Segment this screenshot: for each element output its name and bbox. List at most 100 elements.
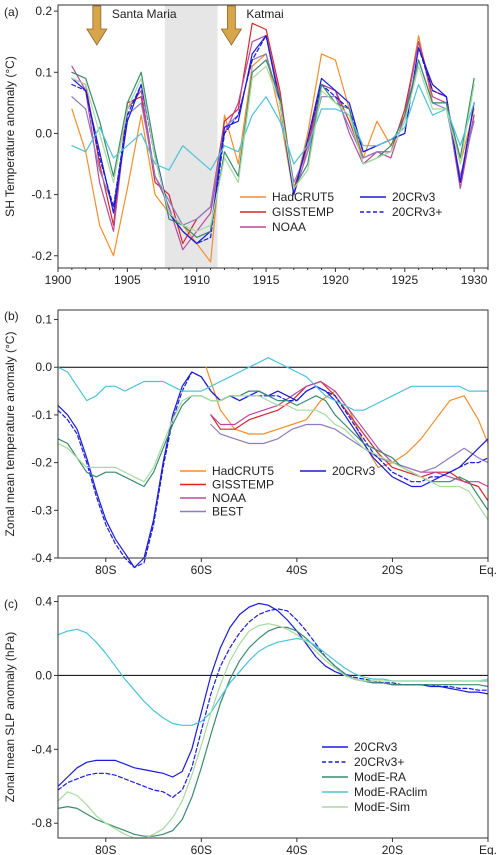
down-arrow-icon bbox=[86, 5, 108, 46]
series-20crv3- bbox=[57, 608, 489, 798]
legend-label: BEST bbox=[212, 505, 244, 519]
legend-item: NOAA bbox=[180, 491, 246, 505]
legend-item: 20CRv3+ bbox=[360, 205, 442, 219]
series-gisstemp bbox=[210, 380, 489, 502]
legend-item: 20CRv3 bbox=[360, 190, 436, 204]
y-tick-label: -0.2 bbox=[31, 456, 52, 470]
y-tick-label: -0.4 bbox=[31, 742, 52, 756]
down-arrow-icon bbox=[220, 5, 243, 46]
legend-label: 20CRv3 bbox=[354, 740, 398, 754]
legend-item: ModE-RA bbox=[322, 770, 406, 784]
legend-label: HadCRUT5 bbox=[272, 190, 334, 204]
x-tick-label: Eq. bbox=[479, 843, 497, 855]
legend-label: NOAA bbox=[212, 491, 246, 505]
series-mode-raclim bbox=[71, 83, 475, 171]
legend-item: ModE-Sim bbox=[322, 800, 410, 814]
eruption-marker: Santa Maria bbox=[86, 5, 177, 46]
plot-frame bbox=[57, 595, 489, 839]
series-mode-sim bbox=[57, 623, 489, 839]
legend-item: 20CRv3+ bbox=[322, 755, 404, 769]
series-20crv3- bbox=[57, 371, 489, 569]
legend-item: GISSTEMP bbox=[180, 478, 274, 492]
series-mode-raclim bbox=[57, 357, 489, 411]
panel-3: 80S 60S 40S 20S Eq. -0.8 -0.4 0.0 0.4 Zonal mean … bbox=[3, 595, 497, 855]
series-mode-raclim bbox=[57, 628, 489, 726]
eruption-marker: Katmai bbox=[220, 5, 284, 46]
legend-label: ModE-RAclim bbox=[354, 785, 427, 799]
x-tick-label: 1920 bbox=[322, 273, 349, 287]
series-mode-sim bbox=[57, 395, 489, 521]
legend-item: ModE-RAclim bbox=[322, 785, 427, 799]
x-tick-label: 1925 bbox=[391, 273, 418, 287]
legend-label: HadCRUT5 bbox=[212, 464, 274, 478]
y-tick-label: -0.1 bbox=[31, 408, 52, 422]
y-tick-label: -0.8 bbox=[31, 816, 52, 830]
y-axis-label: Zonal mean SLP anomaly (hPa) bbox=[3, 632, 17, 803]
shaded-period bbox=[164, 5, 218, 268]
panel-label: (a) bbox=[4, 5, 19, 19]
series-hadcrut5 bbox=[205, 366, 489, 468]
x-tick-label: 40S bbox=[286, 843, 307, 855]
y-tick-label: -0.3 bbox=[31, 503, 52, 517]
plot-frame bbox=[57, 309, 489, 559]
series-mode-sim bbox=[71, 65, 475, 232]
x-tick-label: 1905 bbox=[114, 273, 141, 287]
x-tick-label: 20S bbox=[382, 843, 403, 855]
x-tick-label: 80S bbox=[95, 563, 116, 577]
legend-label: ModE-Sim bbox=[354, 800, 410, 814]
y-tick-label: 0.1 bbox=[35, 65, 52, 79]
y-tick-label: -0.2 bbox=[31, 249, 52, 263]
legend-label: 20CRv3 bbox=[392, 190, 436, 204]
x-tick-label: 40S bbox=[286, 563, 307, 577]
plot-frame bbox=[57, 4, 489, 269]
series-mode-ra bbox=[57, 390, 489, 511]
series-noaa bbox=[210, 380, 489, 488]
series-20crv3 bbox=[57, 371, 489, 569]
series-mode-ra bbox=[57, 626, 489, 837]
legend-item: GISSTEMP bbox=[240, 205, 334, 219]
panel-2: 80S 60S 40S 20S Eq. -0.4 -0.3 -0.2 -0.1 0.0 0.1 Zon… bbox=[3, 309, 497, 577]
legend-item: 20CRv3 bbox=[300, 464, 376, 478]
panel-label: (c) bbox=[4, 597, 18, 611]
x-tick-label: 80S bbox=[95, 843, 116, 855]
x-tick-label: 1910 bbox=[183, 273, 210, 287]
x-tick-label: 1915 bbox=[253, 273, 280, 287]
eruption-label: Katmai bbox=[246, 7, 283, 21]
series-best bbox=[210, 423, 489, 473]
y-axis-label: SH Temperature anomaly (°C) bbox=[3, 56, 17, 217]
legend-label: 20CRv3+ bbox=[392, 205, 442, 219]
y-tick-label: -0.4 bbox=[31, 551, 52, 565]
legend-item: BEST bbox=[180, 505, 244, 519]
y-tick-label: 0.0 bbox=[35, 126, 52, 140]
legend-label: ModE-RA bbox=[354, 770, 406, 784]
y-tick-label: 0.2 bbox=[35, 4, 52, 18]
legend-label: 20CRv3 bbox=[332, 464, 376, 478]
x-tick-label: 60S bbox=[191, 563, 212, 577]
series-noaa bbox=[71, 35, 475, 251]
series-gisstemp bbox=[71, 22, 475, 245]
legend-item: HadCRUT5 bbox=[180, 464, 274, 478]
y-tick-label: 0.0 bbox=[35, 668, 52, 682]
y-tick-label: 0.4 bbox=[35, 595, 52, 609]
x-tick-label: 1900 bbox=[45, 273, 72, 287]
y-axis-label: Zonal mean temperature anomaly (°C) bbox=[3, 332, 17, 537]
legend-label: GISSTEMP bbox=[212, 478, 274, 492]
series-20crv3 bbox=[57, 602, 489, 787]
legend-item: NOAA bbox=[240, 220, 306, 234]
y-tick-label: 0.1 bbox=[35, 313, 52, 327]
eruption-label: Santa Maria bbox=[112, 7, 177, 21]
x-tick-label: 1930 bbox=[461, 273, 488, 287]
panel-label: (b) bbox=[4, 309, 19, 323]
x-tick-label: 60S bbox=[191, 843, 212, 855]
y-tick-label: -0.1 bbox=[31, 188, 52, 202]
legend-label: 20CRv3+ bbox=[354, 755, 404, 769]
x-tick-label: 20S bbox=[382, 563, 403, 577]
series-mode-ra bbox=[71, 59, 475, 238]
legend-item: HadCRUT5 bbox=[240, 190, 334, 204]
legend-item: 20CRv3 bbox=[322, 740, 398, 754]
x-tick-label: Eq. bbox=[479, 563, 497, 577]
